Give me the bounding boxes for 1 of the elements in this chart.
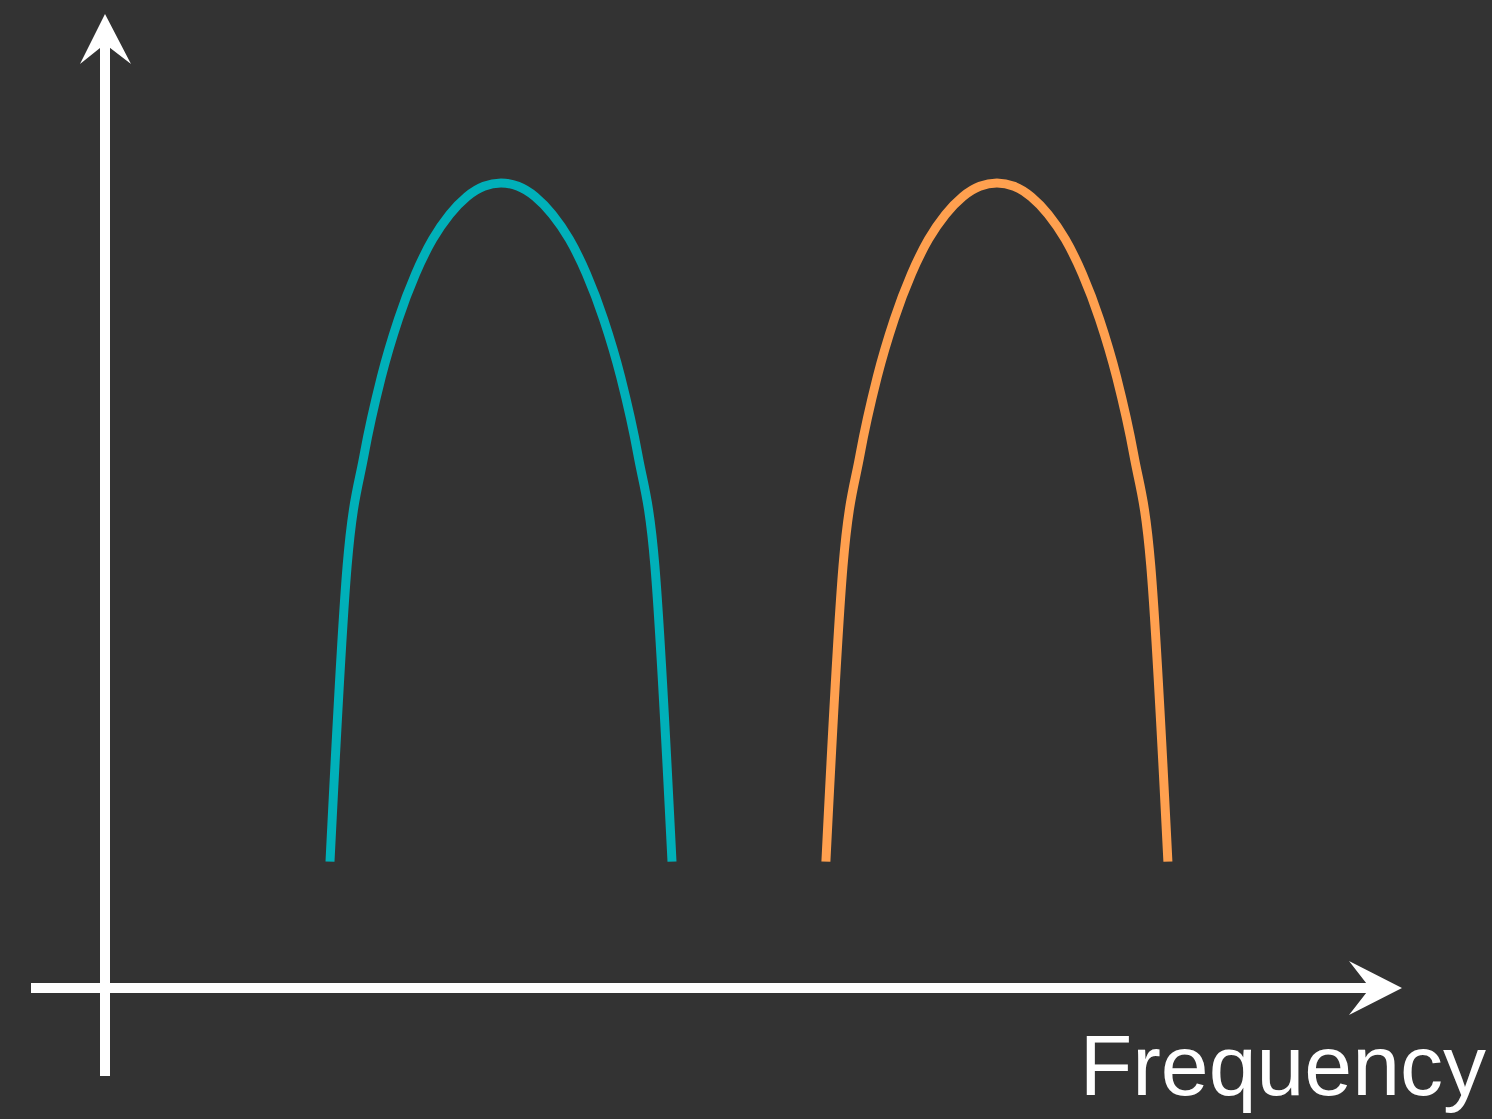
x-axis-title: Frequency [1079, 1017, 1486, 1113]
